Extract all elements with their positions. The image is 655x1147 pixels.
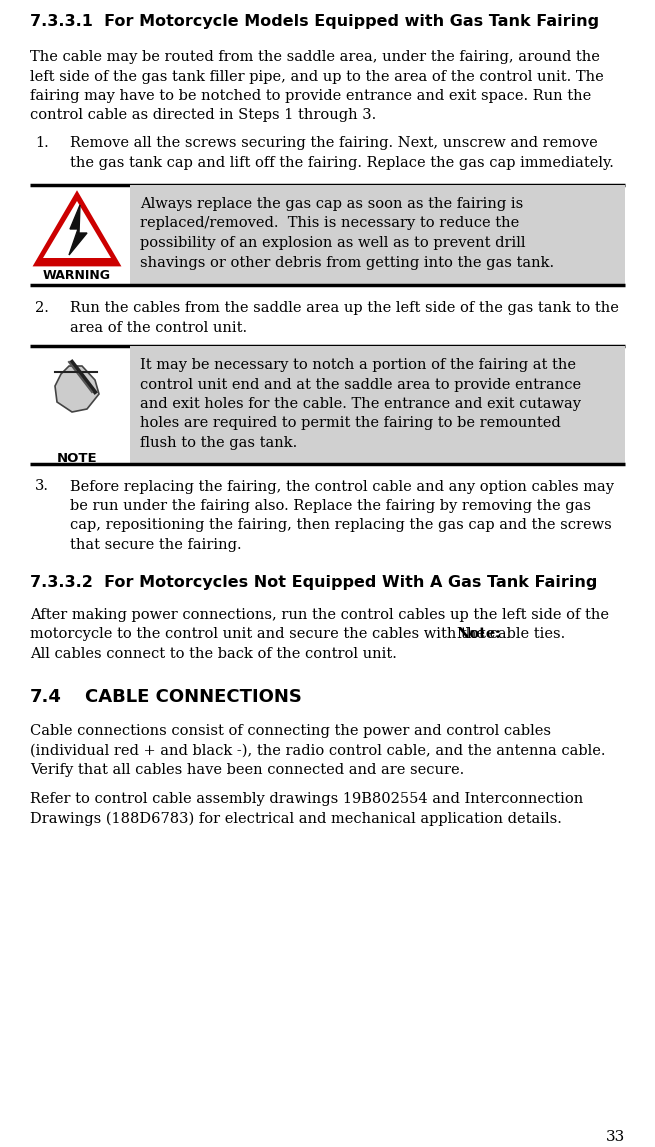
Bar — [130, 185, 625, 284]
Text: It may be necessary to notch a portion of the fairing at the: It may be necessary to notch a portion o… — [140, 358, 576, 372]
Text: NOTE: NOTE — [57, 452, 98, 465]
Text: control unit end and at the saddle area to provide entrance: control unit end and at the saddle area … — [140, 377, 581, 391]
Text: 1.: 1. — [35, 136, 48, 150]
Text: area of the control unit.: area of the control unit. — [70, 320, 247, 335]
Text: Note:: Note: — [456, 627, 501, 641]
Text: (individual red + and black -), the radio control cable, and the antenna cable.: (individual red + and black -), the radi… — [30, 743, 605, 757]
Polygon shape — [43, 201, 111, 258]
Text: possibility of an explosion as well as to prevent drill: possibility of an explosion as well as t… — [140, 236, 525, 250]
Text: fairing may have to be notched to provide entrance and exit space. Run the: fairing may have to be notched to provid… — [30, 89, 591, 103]
Text: Verify that all cables have been connected and are secure.: Verify that all cables have been connect… — [30, 763, 464, 777]
Text: All cables connect to the back of the control unit.: All cables connect to the back of the co… — [30, 647, 397, 661]
Text: Cable connections consist of connecting the power and control cables: Cable connections consist of connecting … — [30, 724, 551, 738]
Text: After making power connections, run the control cables up the left side of the: After making power connections, run the … — [30, 608, 609, 622]
Text: CABLE CONNECTIONS: CABLE CONNECTIONS — [85, 688, 302, 707]
Text: the gas tank cap and lift off the fairing. Replace the gas cap immediately.: the gas tank cap and lift off the fairin… — [70, 156, 614, 170]
Polygon shape — [69, 205, 87, 255]
Text: 7.3.3.1  For Motorcycle Models Equipped with Gas Tank Fairing: 7.3.3.1 For Motorcycle Models Equipped w… — [30, 14, 599, 29]
Text: flush to the gas tank.: flush to the gas tank. — [140, 436, 297, 450]
Text: replaced/removed.  This is necessary to reduce the: replaced/removed. This is necessary to r… — [140, 217, 519, 231]
Text: left side of the gas tank filler pipe, and up to the area of the control unit. T: left side of the gas tank filler pipe, a… — [30, 70, 604, 84]
Text: holes are required to permit the fairing to be remounted: holes are required to permit the fairing… — [140, 416, 561, 430]
Polygon shape — [55, 366, 99, 412]
Text: 7.4: 7.4 — [30, 688, 62, 707]
Text: Refer to control cable assembly drawings 19B802554 and Interconnection: Refer to control cable assembly drawings… — [30, 793, 583, 806]
Text: Run the cables from the saddle area up the left side of the gas tank to the: Run the cables from the saddle area up t… — [70, 301, 619, 315]
Text: Remove all the screws securing the fairing. Next, unscrew and remove: Remove all the screws securing the fairi… — [70, 136, 598, 150]
Text: 2.: 2. — [35, 301, 49, 315]
Text: Before replacing the fairing, the control cable and any option cables may: Before replacing the fairing, the contro… — [70, 479, 614, 493]
Text: 3.: 3. — [35, 479, 49, 493]
Text: 33: 33 — [606, 1130, 625, 1144]
Text: be run under the fairing also. Replace the fairing by removing the gas: be run under the fairing also. Replace t… — [70, 499, 591, 513]
Text: that secure the fairing.: that secure the fairing. — [70, 538, 242, 552]
Text: motorcycle to the control unit and secure the cables with the cable ties.: motorcycle to the control unit and secur… — [30, 627, 570, 641]
Text: Always replace the gas cap as soon as the fairing is: Always replace the gas cap as soon as th… — [140, 197, 523, 211]
Bar — [130, 346, 625, 463]
Text: control cable as directed in Steps 1 through 3.: control cable as directed in Steps 1 thr… — [30, 109, 376, 123]
Text: 7.3.3.2  For Motorcycles Not Equipped With A Gas Tank Fairing: 7.3.3.2 For Motorcycles Not Equipped Wit… — [30, 576, 597, 591]
Text: The cable may be routed from the saddle area, under the fairing, around the: The cable may be routed from the saddle … — [30, 50, 600, 64]
Polygon shape — [35, 193, 119, 265]
Text: shavings or other debris from getting into the gas tank.: shavings or other debris from getting in… — [140, 256, 554, 270]
Text: WARNING: WARNING — [43, 270, 111, 282]
Text: cap, repositioning the fairing, then replacing the gas cap and the screws: cap, repositioning the fairing, then rep… — [70, 518, 612, 532]
Text: and exit holes for the cable. The entrance and exit cutaway: and exit holes for the cable. The entran… — [140, 397, 581, 411]
Text: Drawings (188D6783) for electrical and mechanical application details.: Drawings (188D6783) for electrical and m… — [30, 812, 562, 826]
